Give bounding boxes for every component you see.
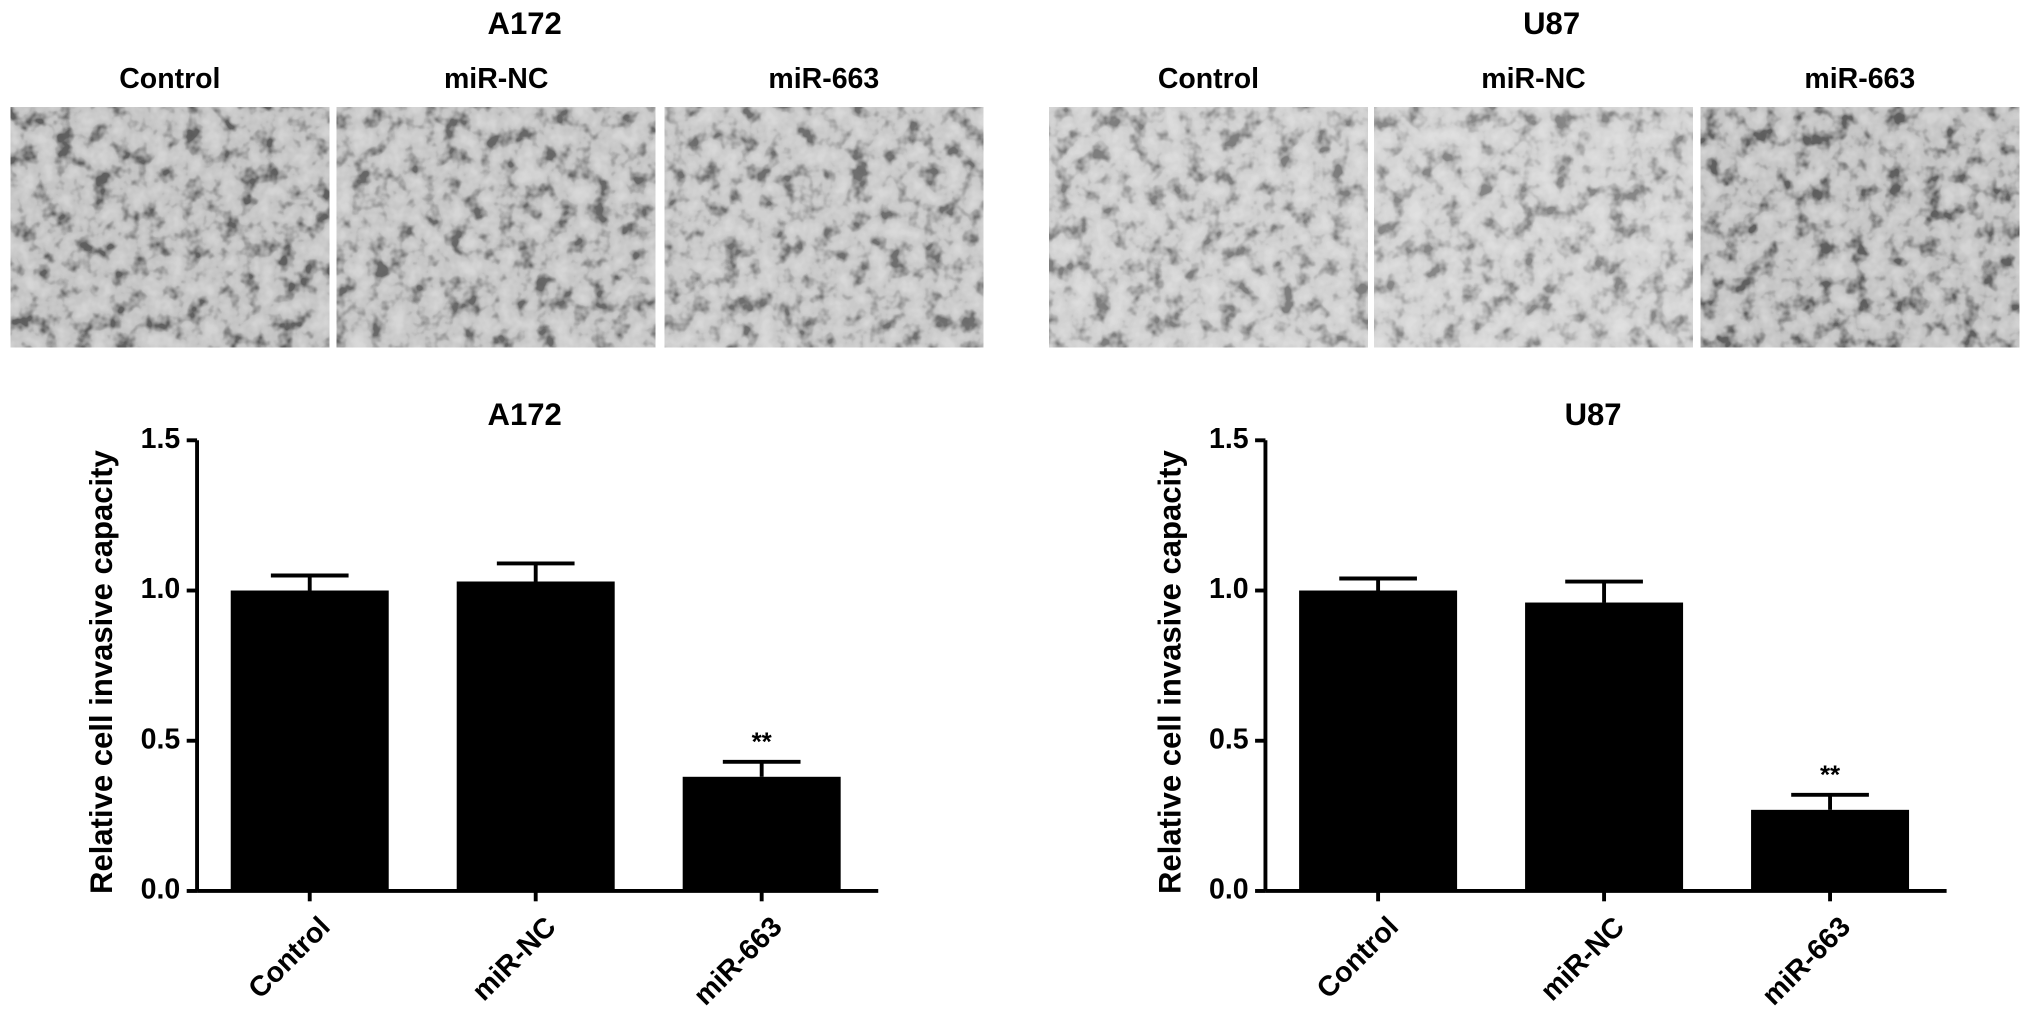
y-tick-label: 1.0 (141, 573, 181, 605)
bar (230, 590, 389, 891)
y-axis-label: Relative cell invasive capacity (84, 449, 119, 894)
micrograph (664, 107, 984, 348)
bar (456, 581, 615, 891)
y-tick-label: 0.0 (1209, 873, 1249, 905)
panel-label: Control (119, 63, 220, 95)
micrograph (1049, 107, 1368, 348)
y-tick-label: 0.5 (141, 723, 181, 755)
bar (1299, 590, 1458, 891)
panel-label: miR-NC (444, 63, 548, 95)
y-tick-label: 1.5 (141, 423, 181, 455)
y-tick-label: 1.0 (1209, 573, 1249, 605)
x-tick-label: miR-663 (1756, 911, 1857, 1012)
x-tick-label: miR-663 (688, 911, 789, 1012)
y-tick-label: 0.0 (141, 873, 181, 905)
x-tick-label: Control (242, 911, 336, 1005)
y-axis-label: Relative cell invasive capacity (1152, 449, 1187, 894)
significance-marker: ** (1820, 762, 1841, 790)
x-tick-label: Control (1311, 911, 1405, 1005)
panel-label: miR-663 (768, 63, 879, 95)
micrograph (10, 107, 330, 348)
panel-label: miR-NC (1481, 63, 1585, 95)
bar (1751, 809, 1910, 891)
bar (1525, 602, 1684, 891)
significance-marker: ** (752, 728, 773, 756)
x-tick-label: miR-NC (1534, 911, 1630, 1007)
y-tick-label: 0.5 (1209, 723, 1249, 755)
bar (682, 776, 841, 891)
chart-title: U87 (1565, 397, 1622, 432)
panel-title: A172 (488, 6, 562, 41)
panel-title: U87 (1523, 6, 1580, 41)
panel-label: Control (1158, 63, 1259, 95)
micrograph (1374, 107, 1693, 348)
micrograph (336, 107, 656, 348)
chart-title: A172 (488, 397, 562, 432)
panel-label: miR-663 (1804, 63, 1915, 95)
micrograph (1700, 107, 2020, 348)
y-tick-label: 1.5 (1209, 423, 1249, 455)
x-tick-label: miR-NC (466, 911, 562, 1007)
